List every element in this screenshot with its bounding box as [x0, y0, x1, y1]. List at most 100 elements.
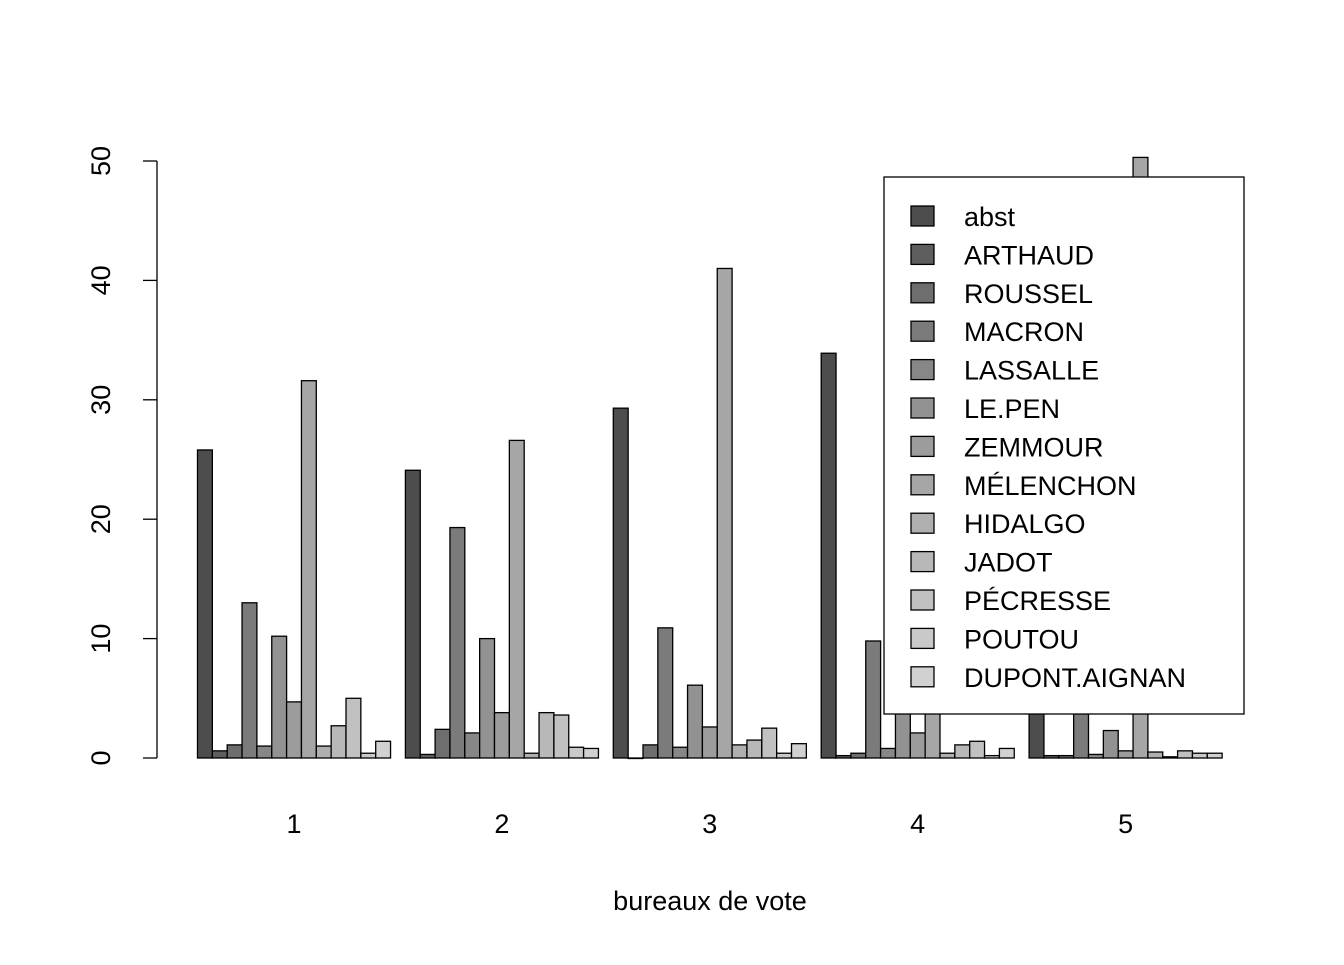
legend-label: MÉLENCHON [964, 471, 1137, 501]
legend-label: HIDALGO [964, 509, 1086, 539]
y-axis: 0 10 20 30 40 50 [86, 146, 158, 766]
bar [879, 747, 897, 759]
bar [835, 754, 852, 759]
legend-label: ARTHAUD [964, 240, 1094, 270]
legend-label: ROUSSEL [964, 279, 1093, 309]
legend-swatch [910, 550, 935, 573]
bar [478, 637, 496, 759]
bar [672, 746, 689, 759]
bar [553, 714, 570, 759]
y-tick-label: 20 [86, 504, 116, 534]
bar [464, 732, 481, 759]
bar [1206, 752, 1223, 759]
bar [761, 727, 778, 759]
bar [850, 752, 867, 759]
y-tick-label: 50 [86, 146, 116, 176]
bar [746, 739, 763, 759]
legend: abst ARTHAUD ROUSSEL MACRON LASSALLE LE.PEN ZE… [883, 176, 1245, 715]
bar [1162, 756, 1179, 759]
bar [612, 407, 629, 759]
bar [1102, 729, 1119, 759]
bar [657, 627, 674, 759]
legend-swatch [910, 358, 935, 381]
legend-swatch [910, 512, 935, 534]
bar [241, 602, 258, 759]
legend-label: JADOT [964, 548, 1053, 578]
bar [285, 701, 303, 759]
legend-swatch [910, 435, 935, 458]
bar [315, 745, 332, 759]
bar [434, 728, 451, 759]
legend-swatch [910, 205, 935, 227]
bar [969, 740, 986, 759]
legend-label: POUTOU [964, 624, 1079, 654]
y-tick-label: 30 [86, 385, 116, 415]
legend-label: PÉCRESSE [964, 586, 1111, 616]
bar [716, 267, 733, 759]
bar [731, 744, 748, 759]
legend-swatch [910, 243, 935, 266]
x-axis-label: bureaux de vote [613, 886, 807, 916]
bar [211, 750, 228, 759]
bar [627, 757, 644, 760]
x-axis: 1 2 3 4 5 [286, 809, 1133, 839]
legend-swatch [910, 397, 935, 419]
bar [820, 352, 837, 759]
bar [404, 469, 421, 759]
legend-swatch [910, 320, 935, 342]
bar [300, 380, 317, 759]
y-tick-label: 40 [86, 265, 116, 295]
legend-label: MACRON [964, 317, 1084, 347]
bar [1176, 750, 1194, 759]
x-tick-label: 1 [286, 809, 301, 839]
bar [256, 745, 273, 759]
bar [642, 744, 659, 759]
bar [360, 752, 377, 759]
bar [939, 752, 956, 759]
bar [271, 635, 288, 759]
legend-swatch [910, 666, 935, 688]
y-tick-label: 10 [86, 624, 116, 654]
bar [686, 684, 704, 759]
bar [1058, 754, 1075, 759]
bar [196, 449, 214, 759]
bar [1043, 754, 1060, 759]
bar [1147, 751, 1164, 759]
bar [1087, 753, 1105, 759]
legend-swatch [910, 589, 935, 611]
bar [568, 746, 585, 759]
bar [954, 744, 971, 759]
x-tick-label: 3 [702, 809, 717, 839]
bar [226, 744, 243, 759]
bar [865, 640, 882, 759]
bar [1191, 752, 1208, 759]
x-tick-label: 5 [1118, 809, 1133, 839]
bar [493, 711, 511, 759]
legend-swatch [910, 282, 935, 304]
legend-swatch [910, 474, 935, 496]
legend-label: LE.PEN [964, 394, 1060, 424]
bar [701, 726, 718, 759]
legend-label: ZEMMOUR [964, 432, 1103, 462]
bar [449, 526, 466, 759]
bar [1117, 750, 1134, 759]
legend-label: DUPONT.AIGNAN [964, 663, 1186, 693]
x-tick-label: 4 [910, 809, 925, 839]
x-tick-label: 2 [494, 809, 509, 839]
legend-box [883, 176, 1245, 715]
bar [508, 439, 525, 759]
bar [523, 752, 540, 759]
bar [538, 711, 555, 759]
bar [983, 754, 1001, 759]
bar [776, 752, 793, 759]
legend-label: LASSALLE [964, 356, 1099, 386]
bar [909, 732, 926, 759]
bar [375, 740, 392, 759]
bar [345, 697, 362, 759]
bar [790, 743, 808, 759]
bar [998, 747, 1015, 759]
bar [582, 747, 600, 759]
y-tick-label: 0 [86, 750, 116, 765]
